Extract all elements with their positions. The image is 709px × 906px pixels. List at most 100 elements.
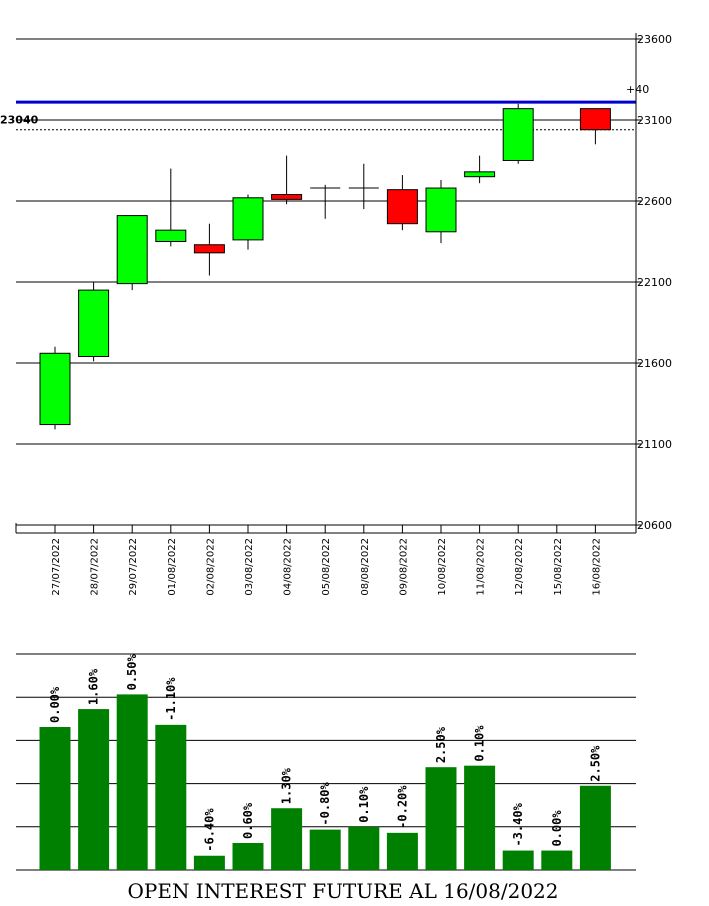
oi-bar-group: 2.50% [579, 745, 611, 870]
candle-body [271, 194, 303, 200]
candle-body [78, 289, 110, 358]
oi-bar-label: -0.20% [395, 785, 409, 829]
date-tick-label: 11/08/2022 [476, 538, 487, 596]
candle-body [502, 108, 534, 162]
date-tick-label: 27/07/2022 [51, 538, 62, 596]
oi-bar-group: 0.10% [464, 725, 496, 870]
oi-chart-title: OPEN INTEREST FUTURE AL 16/08/2022 [127, 879, 558, 903]
date-axis: 27/07/2022 28/07/2022 29/07/2022 01/08/2022… [15, 523, 636, 596]
candle-body [386, 189, 418, 225]
candle-body [579, 108, 611, 131]
oi-bar-group: -1.10% [155, 677, 187, 870]
oi-bar [425, 767, 457, 870]
oi-bar-label: 0.10% [473, 725, 487, 762]
date-tick-label: 29/07/2022 [128, 538, 139, 596]
oi-bar-label: 2.50% [434, 726, 448, 763]
candle [502, 103, 534, 164]
date-tick-label: 28/07/2022 [90, 538, 101, 596]
oi-bar-label: -6.40% [202, 808, 216, 852]
candle [232, 194, 264, 250]
date-tick-label: 03/08/2022 [244, 538, 255, 596]
oi-bar-label: -1.10% [164, 677, 178, 721]
candle-body [193, 244, 225, 254]
oi-bar [39, 727, 71, 870]
oi-bar [502, 850, 534, 870]
oi-bar [155, 724, 187, 870]
price-tick-label: 22100 [637, 276, 672, 289]
price-tick-label: 23100 [637, 114, 672, 127]
date-tick-label: 05/08/2022 [321, 538, 332, 596]
date-tick-label: 16/08/2022 [591, 538, 602, 596]
oi-bar-group: 1.60% [78, 668, 110, 870]
candle [271, 155, 303, 205]
oi-bar-label: 0.00% [48, 686, 62, 723]
oi-bar-label: 1.60% [87, 668, 101, 705]
candle-body [425, 187, 457, 233]
date-tick-label: 08/08/2022 [360, 538, 371, 596]
oi-bar [309, 829, 341, 870]
candle [386, 175, 418, 231]
candle-body [232, 197, 264, 241]
candle [310, 184, 341, 219]
candle-body [39, 352, 71, 426]
date-tick-label: 01/08/2022 [167, 538, 178, 596]
candle [78, 282, 110, 362]
date-tick-label: 09/08/2022 [398, 538, 409, 596]
date-tick-label: 04/08/2022 [283, 538, 294, 596]
oi-bar [116, 694, 148, 870]
candle [348, 163, 379, 210]
oi-bar [232, 843, 264, 870]
oi-bar [78, 709, 110, 870]
candle [39, 346, 71, 430]
candle [155, 168, 187, 247]
oi-bar [348, 826, 380, 870]
oi-bar-group: 1.30% [271, 767, 303, 870]
oi-bar-label: 2.50% [588, 745, 602, 782]
date-tick-label: 15/08/2022 [553, 538, 564, 596]
oi-bar-label: -0.80% [318, 781, 332, 825]
oi-bar-group: 0.00% [541, 810, 573, 870]
oi-bar [464, 765, 496, 870]
oi-bar-group: 0.60% [232, 802, 264, 870]
date-tick-label: 10/08/2022 [437, 538, 448, 596]
price-gridlines [16, 38, 636, 526]
candle-body [464, 171, 496, 178]
date-tick-label: 02/08/2022 [205, 538, 216, 596]
oi-bar [541, 850, 573, 870]
candle [579, 108, 611, 145]
candle [425, 179, 457, 244]
price-tick-label: 22600 [637, 195, 672, 208]
candlestick-series [39, 103, 611, 430]
price-tick-label: 21100 [637, 438, 672, 451]
candle [464, 155, 496, 184]
oi-bar-group: -6.40% [193, 808, 225, 870]
oi-bar-group: 2.50% [425, 726, 457, 870]
oi-bar-label: 0.50% [125, 653, 139, 690]
oi-bar [579, 785, 611, 870]
candle-body [155, 229, 187, 243]
candle [193, 223, 225, 276]
oi-bar-group: -0.20% [386, 785, 418, 870]
oi-bar-group: 0.00% [39, 686, 71, 870]
oi-bar-label: 0.00% [550, 810, 564, 847]
price-axis: 20600 21100 21600 22100 22600 23100 23600 +40 23… [0, 33, 672, 533]
oi-bar-group: 0.50% [116, 653, 148, 870]
oi-bar [193, 855, 225, 870]
candle [116, 215, 148, 291]
oi-bar-group: 0.10% [348, 786, 380, 870]
level-line-label: +40 [626, 83, 649, 96]
oi-bar [386, 832, 418, 870]
oi-bar-label: -3.40% [511, 802, 525, 846]
price-tick-label: 21600 [637, 357, 672, 370]
last-price-label: 23040 [0, 114, 39, 127]
oi-bar-label: 1.30% [280, 767, 294, 804]
candle-body [116, 215, 148, 285]
oi-bar [271, 808, 303, 870]
price-tick-label: 20600 [637, 519, 672, 532]
price-tick-label: 23600 [637, 33, 672, 46]
date-tick-label: 12/08/2022 [514, 538, 525, 596]
oi-bar-label: 0.10% [357, 786, 371, 823]
oi-bar-series: 0.00% 1.60% 0.50% -1.10% -6.40% 0.60% 1.30% -0.… [39, 653, 611, 870]
oi-bar-group: -0.80% [309, 781, 341, 870]
oi-bar-label: 0.60% [241, 802, 255, 839]
